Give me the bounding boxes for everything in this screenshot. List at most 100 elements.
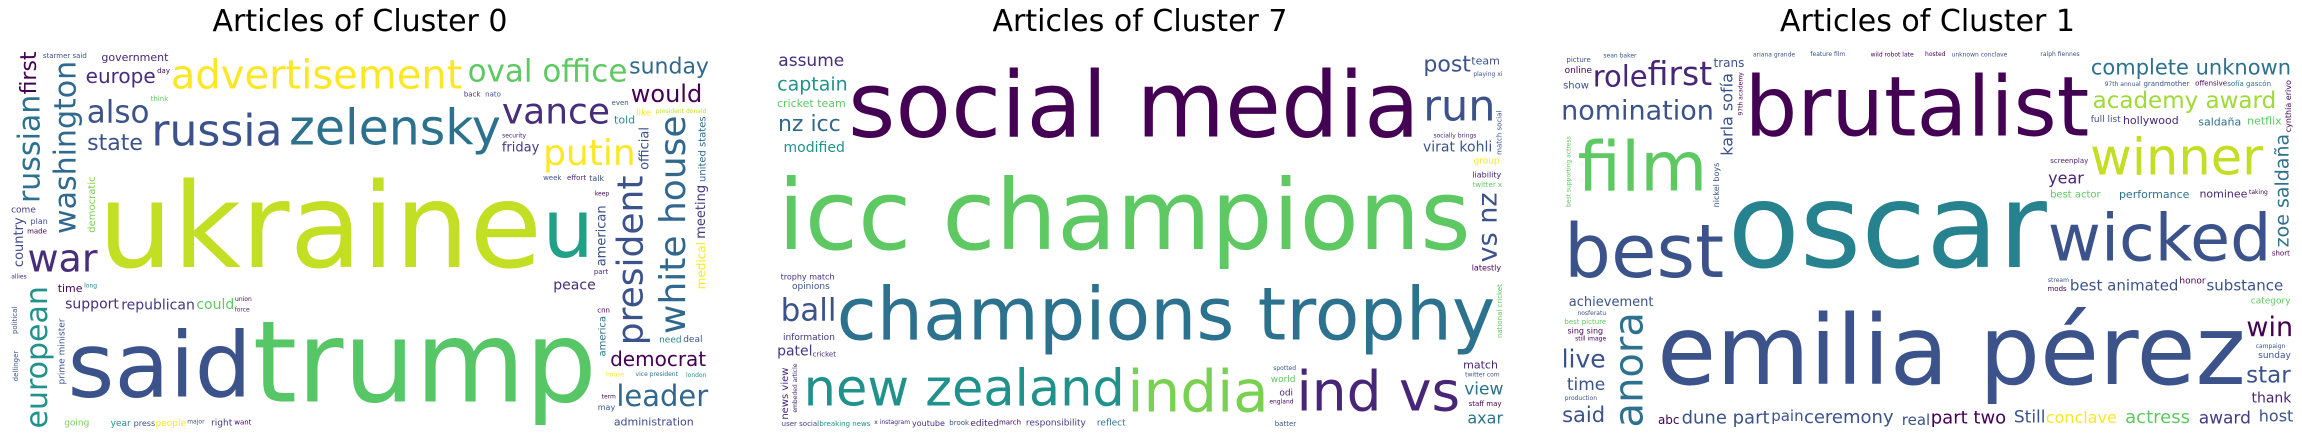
word-1-7: nz icc xyxy=(778,112,841,137)
word-0-58: vice president xyxy=(636,371,679,378)
word-2-69: still image xyxy=(1575,336,1606,343)
word-0-43: effort xyxy=(567,174,586,182)
word-1-52: group xyxy=(1474,156,1500,166)
word-1-25: youtube xyxy=(912,419,945,428)
word-1-12: vs nz xyxy=(1472,192,1503,262)
word-0-38: deal xyxy=(683,335,702,345)
word-2-0: oscar xyxy=(1728,157,2048,295)
word-2-5: best xyxy=(1564,209,1724,295)
word-2-38: zoe saldaña xyxy=(2272,134,2294,248)
wordcloud-panel-2: Articles of Cluster 1 oscar emilia pérez b… xyxy=(1560,0,2295,435)
word-1-66: match social xyxy=(1496,111,1504,155)
word-2-16: actress xyxy=(2125,407,2190,428)
word-0-56: made xyxy=(27,228,47,236)
word-2-17: best animated xyxy=(2070,277,2179,295)
word-0-0: ukraine xyxy=(98,157,542,295)
word-1-26: liability xyxy=(1472,171,1501,180)
word-2-55: cynthia erivo xyxy=(2284,80,2293,132)
word-2-7: academy award xyxy=(2093,88,2277,114)
word-0-7: war xyxy=(27,237,97,281)
word-0-14: vance xyxy=(502,91,610,132)
word-2-56: sing sing xyxy=(1567,327,1603,336)
word-2-60: 97th annual xyxy=(2105,81,2141,88)
word-0-65: union xyxy=(235,296,252,303)
word-0-24: sunday xyxy=(629,55,709,80)
word-2-20: substance xyxy=(2206,277,2283,295)
word-1-70: cricket xyxy=(813,350,837,358)
word-0-2: said xyxy=(68,313,252,418)
word-0-53: want xyxy=(234,419,251,427)
word-0-17: leader xyxy=(616,379,708,413)
word-0-21: american xyxy=(594,205,609,266)
word-2-87: short xyxy=(2272,249,2290,257)
word-2-73: taking xyxy=(2249,189,2268,196)
word-0-72: london xyxy=(686,372,707,379)
word-0-20: would xyxy=(631,80,702,108)
word-2-28: star xyxy=(2246,362,2291,388)
word-2-14: ceremony xyxy=(1804,407,1894,428)
word-2-33: category xyxy=(2251,296,2291,306)
word-2-78: offensive xyxy=(2195,80,2227,88)
word-0-61: starmer said xyxy=(43,52,87,60)
word-1-8: run xyxy=(1423,82,1495,132)
word-0-29: country xyxy=(12,217,27,267)
word-0-66: week xyxy=(543,174,562,182)
word-2-59: full list xyxy=(2091,115,2121,125)
word-0-46: people xyxy=(156,419,187,429)
word-0-93: keep xyxy=(595,191,610,198)
word-0-50: united states xyxy=(697,116,708,182)
word-0-10: white house xyxy=(653,115,694,334)
word-2-68: abc xyxy=(1658,413,1680,427)
word-2-9: anora xyxy=(1607,312,1653,427)
word-1-1: champions trophy xyxy=(837,273,1496,358)
word-2-43: unknown conclave xyxy=(1952,52,2008,59)
word-1-19: assume xyxy=(778,51,844,71)
word-2-42: grandmother xyxy=(2143,80,2189,88)
word-2-62: host xyxy=(2259,407,2294,426)
word-2-66: pain xyxy=(1771,407,1803,425)
word-1-20: match xyxy=(1463,358,1498,371)
word-0-25: republican xyxy=(121,297,195,313)
word-1-45: world xyxy=(1271,375,1296,385)
word-0-3: u xyxy=(542,183,593,277)
word-1-62: spotted xyxy=(1273,365,1296,372)
word-1-9: ball xyxy=(781,292,837,328)
word-2-29: year xyxy=(2048,169,2084,188)
word-2-1: emilia pérez xyxy=(1657,295,2246,407)
word-0-64: security xyxy=(502,133,526,140)
word-2-27: live xyxy=(1562,345,1606,374)
word-0-57: president donald xyxy=(656,108,707,115)
word-0-37: told xyxy=(614,113,635,126)
word-2-47: wild robot late xyxy=(1871,51,1914,58)
word-0-84: major xyxy=(187,419,205,426)
word-0-32: support xyxy=(65,296,119,312)
word-1-35: x instagram xyxy=(874,419,910,426)
word-0-30: official xyxy=(638,127,653,170)
word-2-71: production xyxy=(1565,395,1597,402)
word-0-8: putin xyxy=(543,133,636,174)
word-0-23: state xyxy=(87,131,143,156)
word-1-6: virat kohli xyxy=(1423,140,1492,156)
word-2-3: wicked xyxy=(2048,201,2272,276)
word-0-15: oval office xyxy=(468,54,628,90)
word-2-23: achievement xyxy=(1569,295,1654,310)
word-1-24: reflect xyxy=(1097,419,1126,429)
word-2-50: sean baker xyxy=(1603,52,1637,59)
word-1-28: breaking news xyxy=(819,420,870,428)
word-2-44: sofía gascón xyxy=(2227,80,2271,88)
word-2-75: honor xyxy=(2179,276,2205,286)
word-2-36: best picture xyxy=(1564,318,1606,326)
word-0-99: political xyxy=(11,307,19,334)
word-2-18: role xyxy=(1593,60,1648,94)
word-2-46: ralph fiennes xyxy=(2040,51,2079,58)
word-0-1: trump xyxy=(253,296,597,428)
word-0-12: european xyxy=(20,286,55,428)
word-2-4: winner xyxy=(2090,129,2263,188)
chart-title-2: Articles of Cluster 1 xyxy=(1780,4,2075,39)
word-1-18: view xyxy=(1464,379,1503,399)
word-1-13: trophy match xyxy=(781,273,835,282)
word-2-70: picture xyxy=(1566,56,1590,64)
word-2-21: performance xyxy=(2119,188,2190,201)
word-0-89: talk xyxy=(589,174,604,183)
word-1-63: batter xyxy=(1275,420,1297,428)
